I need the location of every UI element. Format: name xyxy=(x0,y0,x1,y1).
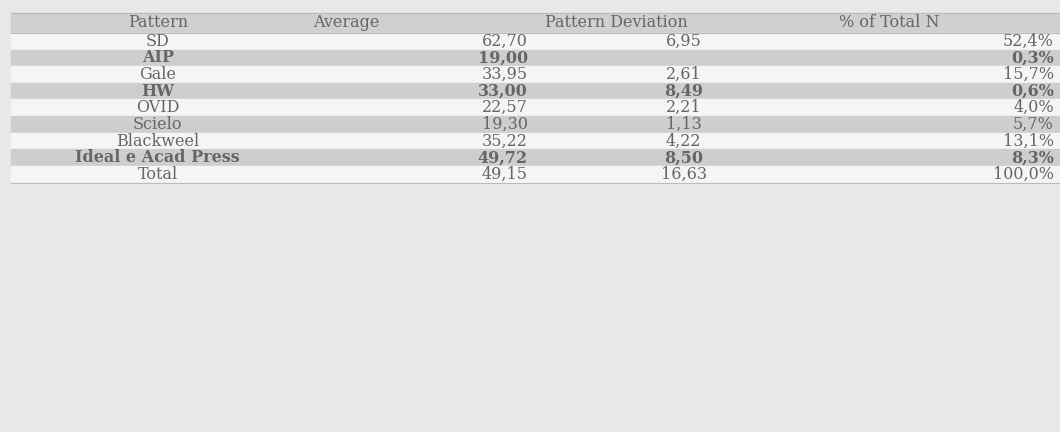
Bar xyxy=(11,99,1060,116)
Text: 62,70: 62,70 xyxy=(482,33,528,50)
Text: 16,63: 16,63 xyxy=(660,166,707,183)
Text: 8,50: 8,50 xyxy=(665,149,703,166)
Text: 33,00: 33,00 xyxy=(478,83,528,100)
Text: 6,95: 6,95 xyxy=(666,33,702,50)
Text: Total: Total xyxy=(138,166,178,183)
Text: 33,95: 33,95 xyxy=(482,66,528,83)
Text: 2,61: 2,61 xyxy=(666,66,702,83)
Text: 4,22: 4,22 xyxy=(666,133,702,149)
Text: HW: HW xyxy=(141,83,174,100)
Text: 49,15: 49,15 xyxy=(482,166,528,183)
Text: 5,7%: 5,7% xyxy=(1013,116,1054,133)
Text: 8,3%: 8,3% xyxy=(1011,149,1054,166)
Text: Average: Average xyxy=(314,14,379,32)
Text: Gale: Gale xyxy=(139,66,176,83)
Text: 8,49: 8,49 xyxy=(665,83,703,100)
Text: 19,30: 19,30 xyxy=(482,116,528,133)
Bar xyxy=(11,166,1060,183)
Text: 19,00: 19,00 xyxy=(478,49,528,67)
Text: 100,0%: 100,0% xyxy=(993,166,1054,183)
Text: Blackweel: Blackweel xyxy=(117,133,199,149)
Text: 4,0%: 4,0% xyxy=(1013,99,1054,116)
Text: SD: SD xyxy=(146,33,170,50)
Bar xyxy=(11,13,1060,33)
Bar xyxy=(11,83,1060,99)
Text: 2,21: 2,21 xyxy=(666,99,702,116)
Text: 13,1%: 13,1% xyxy=(1003,133,1054,149)
Text: 52,4%: 52,4% xyxy=(1003,33,1054,50)
Text: 49,72: 49,72 xyxy=(478,149,528,166)
Text: Pattern: Pattern xyxy=(127,14,188,32)
Text: Ideal e Acad Press: Ideal e Acad Press xyxy=(75,149,241,166)
Bar xyxy=(11,116,1060,133)
Bar xyxy=(11,149,1060,166)
Bar xyxy=(11,133,1060,149)
Text: 22,57: 22,57 xyxy=(482,99,528,116)
Text: 35,22: 35,22 xyxy=(482,133,528,149)
Text: 0,6%: 0,6% xyxy=(1011,83,1054,100)
Text: OVID: OVID xyxy=(136,99,179,116)
Text: Pattern Deviation: Pattern Deviation xyxy=(545,14,688,32)
Text: Scielo: Scielo xyxy=(132,116,182,133)
Text: 1,13: 1,13 xyxy=(666,116,702,133)
Bar xyxy=(11,33,1060,50)
Text: AIP: AIP xyxy=(142,49,174,67)
Bar xyxy=(11,66,1060,83)
Bar xyxy=(11,50,1060,66)
Text: % of Total N: % of Total N xyxy=(840,14,940,32)
Text: 15,7%: 15,7% xyxy=(1003,66,1054,83)
Text: 0,3%: 0,3% xyxy=(1011,49,1054,67)
